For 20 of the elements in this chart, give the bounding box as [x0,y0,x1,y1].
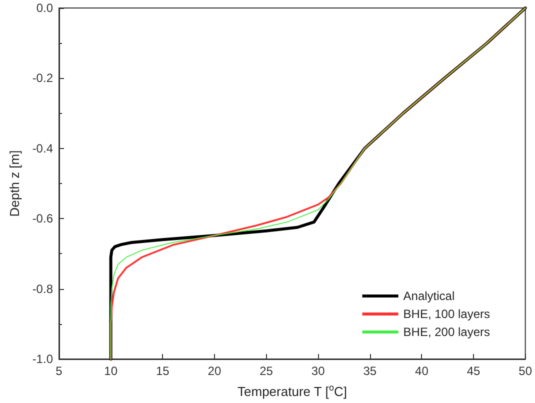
x-tick-label: 50 [518,364,532,378]
y-tick-label: -0.4 [32,141,54,156]
x-tick-label: 5 [56,364,63,378]
legend-label: BHE, 200 layers [403,325,490,339]
x-tick-label: 40 [415,364,429,378]
x-tick-label: 35 [363,364,377,378]
legend-label: Analytical [403,289,455,303]
y-tick-label: -1.0 [32,352,54,366]
x-tick-label: 25 [260,364,274,378]
y-tick-label: -0.2 [32,71,54,86]
x-tick-label: 30 [311,364,326,378]
x-tick-label: 15 [156,364,170,378]
y-tick-label: -0.8 [32,282,54,296]
y-tick-label: 0.0 [36,1,54,15]
x-tick-label: 20 [208,364,222,378]
y-axis-title: Depth z [m] [7,150,22,217]
y-tick-label: -0.6 [32,212,54,226]
legend-label: BHE, 100 layers [403,307,490,321]
x-tick-label: 10 [104,364,118,378]
x-tick-label: 45 [466,364,481,378]
